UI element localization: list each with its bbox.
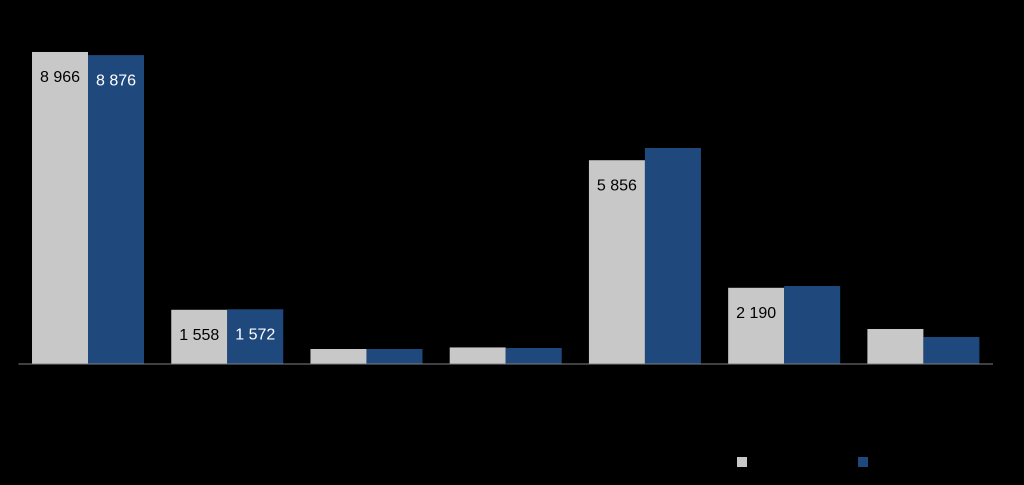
value-label: 2 190 [736, 305, 776, 322]
value-label: 1 572 [235, 327, 275, 344]
bar [728, 287, 785, 364]
bar [88, 55, 145, 364]
value-label: 1 558 [179, 327, 219, 344]
bar [366, 349, 423, 364]
bar [784, 286, 841, 364]
value-label: 5 856 [597, 177, 637, 194]
value-label: 8 876 [96, 72, 136, 89]
value-label: 476 [464, 365, 491, 382]
bar [227, 309, 284, 364]
bar [32, 51, 89, 364]
bar [644, 147, 701, 364]
bar [588, 160, 645, 364]
bar [310, 349, 367, 364]
bar [449, 347, 506, 364]
bar [505, 347, 562, 364]
value-label: 8 966 [40, 69, 80, 86]
legend-swatch [858, 457, 868, 467]
bar [171, 309, 228, 364]
legend-swatch [737, 457, 747, 467]
bar [867, 328, 924, 364]
bar [923, 336, 980, 364]
